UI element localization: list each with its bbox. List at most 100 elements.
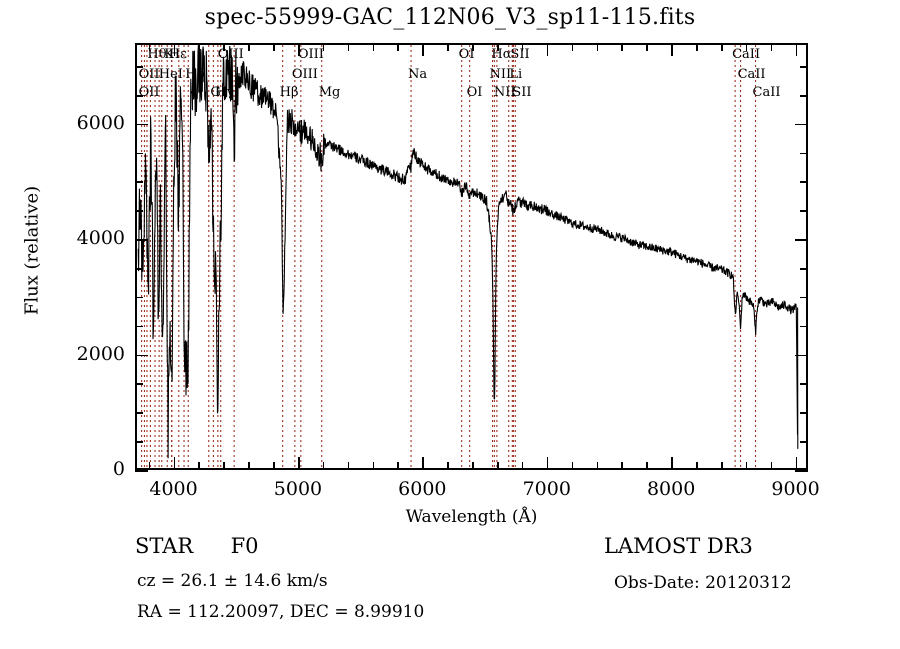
- x-minor-tick-top: [720, 43, 723, 51]
- x-major-tick-top: [671, 43, 673, 56]
- x-minor-tick-top: [596, 43, 599, 51]
- y-minor-tick: [135, 66, 143, 68]
- spectral-line-label: HeI: [158, 67, 183, 82]
- spectral-line-label: SII: [512, 85, 532, 100]
- y-minor-tick-right: [800, 383, 808, 386]
- y-tick-label: 2000: [76, 342, 125, 365]
- x-major-tick-top: [297, 43, 300, 56]
- y-minor-tick: [135, 412, 143, 414]
- x-minor-tick-top: [621, 43, 623, 51]
- x-tick-label: 8000: [646, 478, 696, 500]
- x-minor-tick: [621, 462, 623, 470]
- page-title: spec-55999-GAC_112N06_V3_sp11-115.fits: [204, 5, 696, 30]
- spectral-line-label: Hα: [491, 47, 512, 62]
- x-major-tick-top: [173, 43, 176, 56]
- cz-value: cz = 26.1 ± 14.6 km/s: [137, 571, 328, 591]
- spectral-line-label: Hθ: [147, 47, 167, 62]
- y-minor-tick-right: [800, 412, 808, 414]
- x-minor-tick-top: [447, 43, 449, 51]
- coordinates: RA = 112.20097, DEC = 8.99910: [137, 602, 425, 622]
- y-major-tick: [135, 354, 148, 357]
- spectral-line-label: CaII: [737, 67, 766, 82]
- y-major-tick-right: [795, 354, 808, 357]
- y-tick-label: 0: [112, 458, 125, 480]
- spectral-line-label: CaII: [732, 47, 761, 62]
- spectral-line-label: OI: [458, 47, 475, 62]
- spectral-line-label: OII: [138, 67, 160, 82]
- y-minor-tick: [135, 268, 143, 270]
- x-minor-tick-top: [521, 43, 524, 51]
- x-tick-label: 9000: [771, 478, 820, 500]
- y-major-tick: [135, 239, 148, 241]
- plot-frame: [135, 43, 808, 470]
- x-minor-tick: [596, 462, 599, 470]
- x-minor-tick: [248, 462, 250, 470]
- y-minor-tick: [135, 325, 143, 328]
- x-minor-tick-top: [646, 43, 648, 51]
- spectral-line-label: G: [210, 85, 221, 100]
- spectral-line-label: Hδ: [185, 67, 205, 82]
- x-major-tick: [546, 457, 549, 470]
- spectral-line-label: K: [164, 47, 174, 62]
- y-minor-tick: [135, 152, 143, 155]
- x-major-tick-top: [546, 43, 549, 56]
- x-minor-tick-top: [372, 43, 375, 51]
- y-major-tick-right: [795, 239, 808, 241]
- x-axis-title: Wavelength (Å): [405, 507, 538, 527]
- plot-canvas: [137, 45, 806, 468]
- y-tick-label: 4000: [76, 227, 125, 250]
- y-minor-tick-right: [800, 66, 808, 68]
- y-minor-tick-right: [800, 94, 808, 97]
- x-minor-tick: [696, 462, 698, 470]
- y-tick-label: 6000: [76, 111, 125, 134]
- x-minor-tick: [770, 462, 773, 470]
- spectral-line-label: OIII: [291, 67, 318, 82]
- y-major-tick: [135, 123, 148, 126]
- x-major-tick: [422, 457, 424, 470]
- spectral-line-label: OIII: [297, 47, 324, 62]
- y-minor-tick-right: [800, 268, 808, 270]
- y-minor-tick-right: [800, 296, 808, 299]
- x-major-tick-top: [422, 43, 424, 56]
- x-tick-label: 4000: [149, 478, 198, 500]
- spectral-line-label: OIII: [217, 47, 244, 62]
- x-tick-label: 6000: [398, 478, 447, 500]
- x-tick-label: 7000: [522, 478, 571, 500]
- spectral-line-label: Mg: [318, 85, 341, 100]
- x-minor-tick-top: [745, 43, 748, 51]
- y-minor-tick-right: [800, 325, 808, 328]
- x-tick-label: 5000: [273, 478, 323, 500]
- flux-trace: [137, 45, 799, 459]
- spectral-line-label: NII: [493, 85, 516, 100]
- spectral-line-label: CaII: [752, 85, 781, 100]
- x-major-tick: [671, 457, 673, 470]
- spectral-line-label: NII: [489, 67, 512, 82]
- x-minor-tick-top: [148, 43, 151, 51]
- x-minor-tick: [372, 462, 375, 470]
- x-major-tick: [795, 457, 798, 470]
- x-minor-tick-top: [248, 43, 250, 51]
- y-minor-tick-right: [800, 181, 808, 184]
- y-major-tick-right: [795, 123, 808, 126]
- x-minor-tick: [223, 462, 225, 470]
- x-minor-tick: [745, 462, 748, 470]
- y-minor-tick-right: [800, 441, 808, 443]
- x-minor-tick-top: [770, 43, 773, 51]
- y-minor-tick-right: [800, 210, 808, 212]
- x-minor-tick-top: [571, 43, 574, 51]
- spectral-line-label: H: [168, 47, 180, 62]
- survey-label: LAMOST DR3: [604, 534, 753, 558]
- object-type-label: STAR F0: [135, 534, 259, 558]
- spectral-line-label: SII: [510, 47, 530, 62]
- spectral-line-label: Li: [509, 67, 523, 82]
- x-major-tick: [173, 457, 176, 470]
- x-minor-tick-top: [223, 43, 225, 51]
- y-minor-tick: [135, 383, 143, 386]
- spectral-line-label: OII: [138, 85, 160, 100]
- obs-date: Obs-Date: 20120312: [614, 573, 792, 593]
- spectral-line-label: Hβ: [279, 85, 299, 100]
- y-major-tick: [135, 470, 148, 472]
- y-minor-tick: [135, 296, 143, 299]
- spectral-line-label: Hγ: [214, 85, 234, 100]
